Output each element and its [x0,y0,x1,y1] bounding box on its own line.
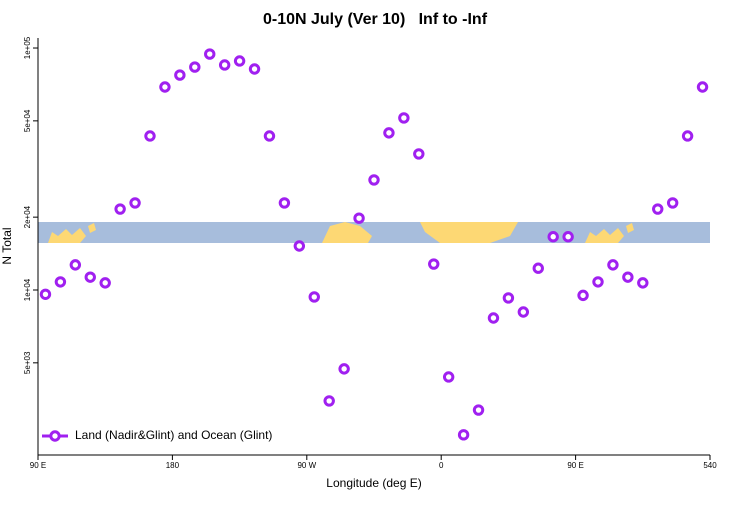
point [353,212,365,224]
y-tick-label: 1e+05 [23,36,32,59]
point [428,258,440,270]
point [577,289,589,302]
ocean-band [38,222,710,243]
x-axis-label: Longitude (deg E) [326,476,421,490]
point [114,203,126,215]
point [517,306,530,318]
point [99,277,111,289]
point [487,312,500,324]
point [607,259,619,271]
chart-title: 0-10N July (Ver 10) Inf to -Inf [263,11,488,28]
point [174,69,186,81]
legend-label: Land (Nadir&Glint) and Ocean (Glint) [75,428,272,442]
point [129,197,141,209]
point [308,291,320,303]
land [322,222,372,243]
point [204,48,216,60]
point [696,81,709,93]
point [562,231,574,243]
point [666,197,679,209]
point [278,197,291,209]
x-tick-label: 90 E [567,461,583,470]
point [637,277,649,289]
point [263,130,276,142]
y-axis-label: N Total [0,227,14,264]
point [323,395,335,407]
point [218,59,231,71]
legend-marker [49,430,61,442]
point [398,112,410,124]
map-band [38,222,710,243]
point [189,61,201,73]
point [383,127,395,139]
point [338,363,350,375]
point [368,174,380,186]
point [457,429,470,441]
x-tick-label: 90 E [30,461,46,470]
point [159,81,171,93]
land [585,228,624,243]
y-tick-label: 1e+04 [23,278,32,301]
point [681,130,694,142]
y-tick-label: 2e+04 [23,205,32,228]
land [420,222,518,243]
land [88,223,96,233]
point [502,292,515,304]
point [547,231,559,243]
point [144,130,156,142]
point [233,55,246,67]
point [472,404,485,416]
point [248,63,261,75]
point [442,371,455,383]
point [622,271,634,283]
point [413,148,425,160]
land [48,228,86,243]
point [39,288,52,300]
y-tick-label: 5e+04 [23,109,32,132]
x-tick-label: 180 [166,461,180,470]
point [652,203,664,215]
x-tick-label: 540 [703,461,717,470]
point [84,271,96,283]
point [592,276,604,288]
x-tick-label: 90 W [297,461,316,470]
land [626,223,634,233]
y-tick-label: 5e+03 [23,351,32,374]
point [69,259,82,271]
point [532,262,544,274]
point [54,276,67,288]
point [293,240,306,252]
x-tick-label: 0 [439,461,444,470]
